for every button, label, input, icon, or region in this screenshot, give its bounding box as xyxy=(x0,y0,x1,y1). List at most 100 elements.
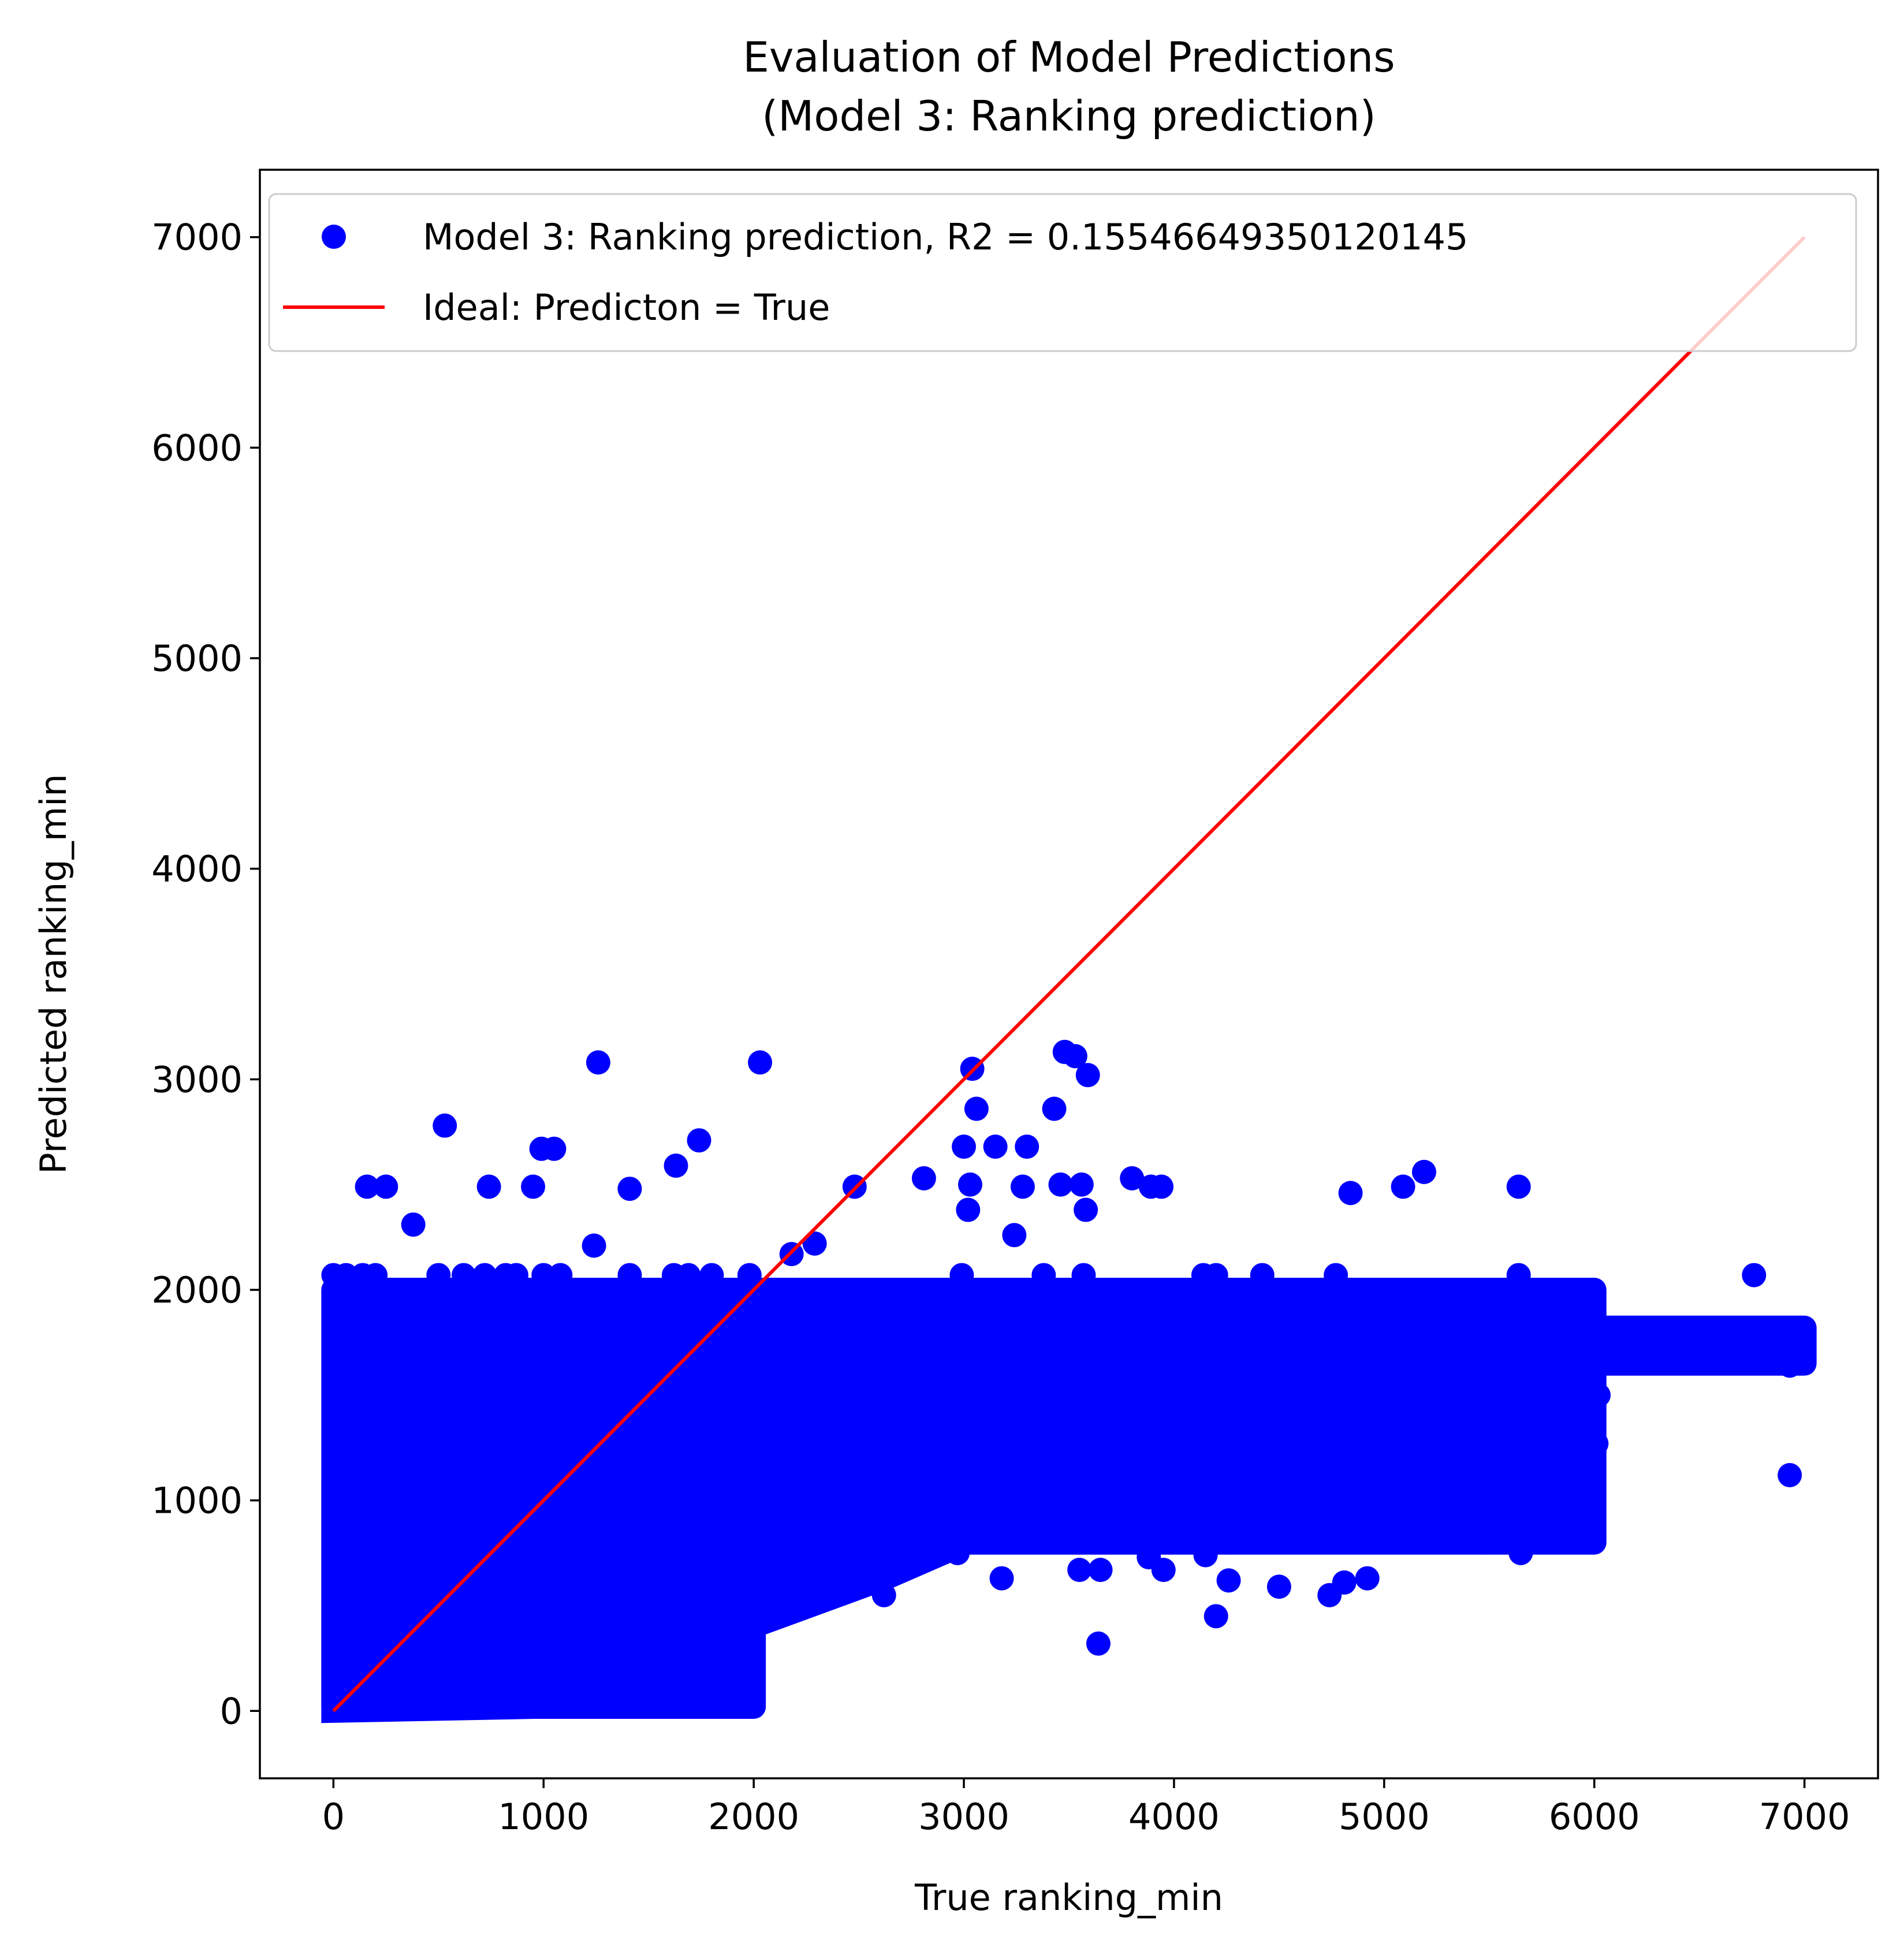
scatter-point xyxy=(1338,1181,1363,1206)
scatter-point xyxy=(1411,1159,1436,1184)
ideal-line xyxy=(332,236,1806,1713)
scatter-point xyxy=(1086,1631,1111,1656)
scatter-point xyxy=(617,1263,642,1288)
scatter-point xyxy=(531,1263,556,1288)
scatter-point xyxy=(676,1263,701,1288)
scatter-point xyxy=(586,1050,610,1075)
scatter-point xyxy=(582,1233,606,1258)
scatter-point xyxy=(911,1166,936,1191)
y-axis-label: Predicted ranking_min xyxy=(32,774,74,1174)
scatter-point xyxy=(1203,1263,1228,1288)
scatter-point xyxy=(401,1212,426,1237)
scatter-point xyxy=(702,1641,726,1666)
scatter-point xyxy=(1048,1172,1073,1197)
scatter-point xyxy=(1216,1568,1241,1593)
scatter-point xyxy=(1778,1353,1802,1378)
scatter-point xyxy=(1075,1063,1100,1088)
scatter-point xyxy=(1586,1383,1611,1408)
scatter-point xyxy=(762,1602,787,1626)
scatter-point xyxy=(1557,1482,1582,1506)
x-tick-label: 1000 xyxy=(498,1796,589,1838)
scatter-point xyxy=(1120,1166,1145,1191)
scatter-point xyxy=(355,1174,379,1199)
scatter-point xyxy=(1002,1223,1027,1248)
scatter-point xyxy=(1015,1135,1039,1159)
scatter-point xyxy=(521,1174,546,1199)
axes-frame xyxy=(259,169,1879,1779)
scatter-point xyxy=(1391,1174,1415,1199)
scatter-point xyxy=(426,1263,451,1288)
y-axis-ticks: 0 1000 2000 3000 4000 5000 6000 7000 xyxy=(151,217,260,1732)
scatter-point xyxy=(1792,1319,1817,1344)
scatter-point xyxy=(901,1543,926,1568)
scatter-point xyxy=(504,1263,528,1288)
scatter-point xyxy=(1250,1263,1275,1288)
scatter-point xyxy=(798,1591,823,1616)
scatter-point xyxy=(1071,1263,1096,1288)
y-tick-label: 4000 xyxy=(151,848,243,890)
legend-label-line: Ideal: Predicton = True xyxy=(423,286,830,329)
scatter-point xyxy=(331,1692,356,1717)
x-tick-label: 3000 xyxy=(918,1796,1009,1838)
scatter-point xyxy=(1010,1174,1035,1199)
y-tick-label: 2000 xyxy=(151,1269,243,1311)
scatter-point xyxy=(1145,1530,1169,1555)
scatter-point xyxy=(1031,1263,1056,1288)
scatter-point xyxy=(617,1176,642,1201)
y-tick-label: 7000 xyxy=(151,217,243,259)
scatter-point xyxy=(594,1656,619,1681)
scatter-point xyxy=(1149,1174,1174,1199)
scatter-point xyxy=(1778,1462,1802,1487)
y-tick-label: 3000 xyxy=(151,1058,243,1100)
scatter-point xyxy=(1506,1263,1531,1288)
scatter-point xyxy=(1439,1482,1464,1506)
x-tick-label: 0 xyxy=(322,1796,345,1838)
y-tick-label: 6000 xyxy=(151,427,243,469)
scatter-point xyxy=(1508,1540,1533,1565)
scatter-point xyxy=(1469,1482,1493,1506)
scatter-point xyxy=(1324,1263,1348,1288)
scatter-point xyxy=(476,1174,501,1199)
legend-label-scatter: Model 3: Ranking prediction, R2 = 0.1554… xyxy=(423,216,1469,258)
scatter-point xyxy=(1042,1524,1067,1549)
x-tick-label: 7000 xyxy=(1759,1796,1850,1838)
scatter-point xyxy=(1266,1575,1291,1599)
scatter-point xyxy=(334,1263,359,1288)
dense-point-cloud-wedge xyxy=(321,1479,997,1723)
scatter-point xyxy=(374,1174,398,1199)
x-axis-label: True ranking_min xyxy=(914,1876,1223,1919)
scatter-point xyxy=(1088,1557,1113,1582)
x-tick-label: 2000 xyxy=(708,1796,799,1838)
plot-area xyxy=(321,236,1817,1723)
scatter-point xyxy=(664,1153,688,1178)
scatter-point xyxy=(1506,1174,1531,1199)
scatter-point xyxy=(871,1583,896,1607)
scatter-point xyxy=(363,1263,388,1288)
scatter-point xyxy=(1584,1431,1609,1456)
y-tick-label: 0 xyxy=(220,1690,243,1732)
scatter-point xyxy=(952,1135,977,1159)
scatter-point xyxy=(1532,1431,1556,1456)
scatter-point xyxy=(989,1566,1014,1591)
legend-marker-scatter xyxy=(322,225,346,249)
scatter-point xyxy=(1063,1044,1087,1069)
scatter-point xyxy=(433,1113,457,1138)
scatter-point xyxy=(964,1096,989,1121)
scatter-point xyxy=(558,1673,583,1698)
scatter-point xyxy=(949,1263,974,1288)
scatter-point xyxy=(1742,1263,1767,1288)
scatter-point xyxy=(847,1553,871,1578)
y-tick-label: 1000 xyxy=(151,1480,243,1522)
scatter-point xyxy=(983,1135,1008,1159)
scatter-point xyxy=(1042,1096,1067,1121)
legend: Model 3: Ranking prediction, R2 = 0.1554… xyxy=(268,193,1857,352)
scatter-point xyxy=(687,1128,711,1153)
scatter-point xyxy=(472,1263,497,1288)
scatter-point xyxy=(548,1263,573,1288)
scatter-point xyxy=(1074,1197,1098,1222)
y-tick-label: 5000 xyxy=(151,637,243,680)
chart-title-line-2: (Model 3: Ranking prediction) xyxy=(762,92,1376,140)
scatter-point xyxy=(737,1263,762,1288)
scatter-point xyxy=(957,1172,982,1197)
